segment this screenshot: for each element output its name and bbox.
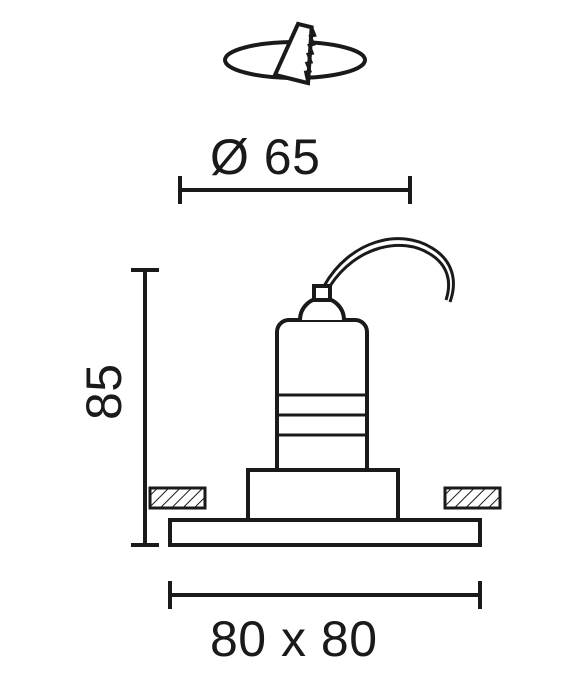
- label-diameter: Ø 65: [210, 128, 320, 186]
- cable-gland: [314, 286, 330, 300]
- trim-plate: [170, 520, 480, 545]
- collar: [248, 470, 398, 520]
- ceiling-section-left: [150, 488, 205, 508]
- fixture: [170, 239, 480, 545]
- dimline-footprint: [170, 581, 480, 609]
- spring-clip-icon: [225, 21, 365, 83]
- ceiling-section-right: [445, 488, 500, 508]
- dimension-drawing: Ø 65 85 80 x 80: [0, 0, 569, 700]
- label-height: 85: [75, 363, 133, 420]
- drawing-svg: [0, 0, 569, 700]
- label-footprint: 80 x 80: [210, 610, 378, 668]
- wire-2: [330, 245, 449, 300]
